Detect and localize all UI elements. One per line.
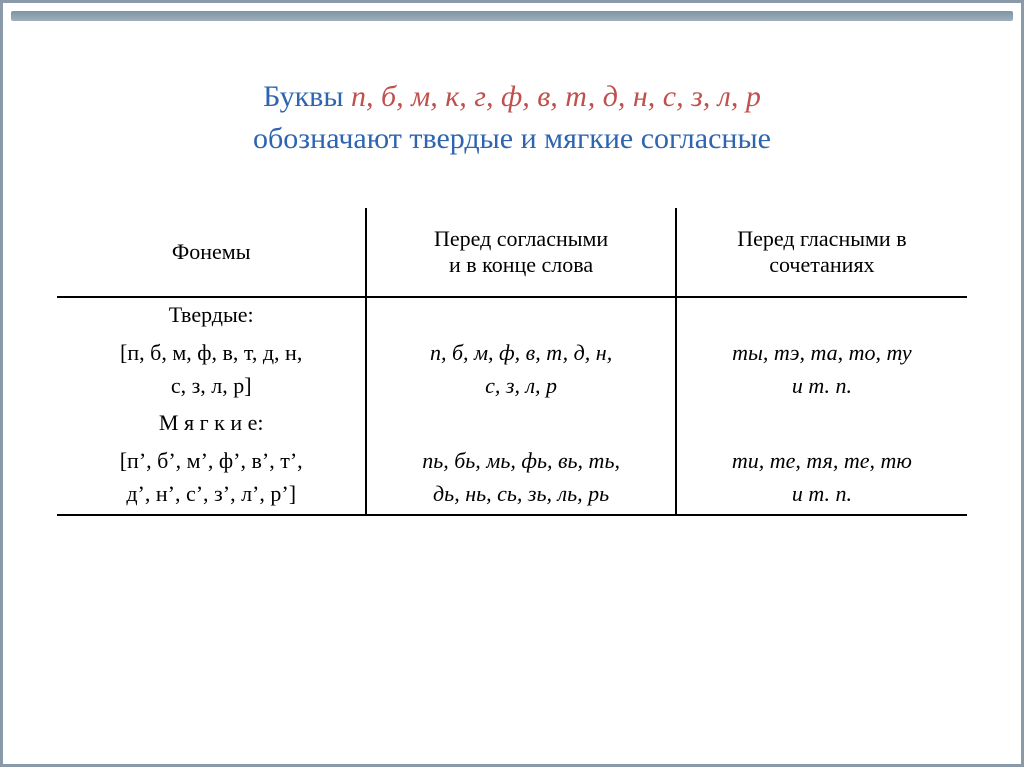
header-before-consonants: Перед согласными и в конце слова <box>366 208 675 297</box>
soft-phon-l1: [п’, б’, м’, ф’, в’, т’, <box>120 448 303 473</box>
soft-cons-l2: дь, нь, сь, зь, ль, рь <box>433 481 609 506</box>
title-line-1: Буквы п, б, м, к, г, ф, в, т, д, н, с, з… <box>3 76 1021 118</box>
hard-label-row: Твердые: <box>57 297 967 332</box>
hard-vow-l2: и т. п. <box>792 373 852 398</box>
hard-label: Твердые: <box>57 297 366 332</box>
phoneme-table: Фонемы Перед согласными и в конце слова … <box>57 208 967 516</box>
soft-consonant-context: пь, бь, мь, фь, вь, ть, дь, нь, сь, зь, … <box>366 440 675 515</box>
empty-cell <box>676 297 967 332</box>
soft-vow-l2: и т. п. <box>792 481 852 506</box>
hard-consonant-context: п, б, м, ф, в, т, д, н, с, з, л, р <box>366 332 675 406</box>
soft-phonemes: [п’, б’, м’, ф’, в’, т’, д’, н’, с’, з’,… <box>57 440 366 515</box>
soft-label-row: М я г к и е: <box>57 406 967 440</box>
empty-cell <box>366 406 675 440</box>
soft-cons-l1: пь, бь, мь, фь, вь, ть, <box>422 448 620 473</box>
empty-cell <box>676 406 967 440</box>
soft-label: М я г к и е: <box>57 406 366 440</box>
title-prefix: Буквы <box>263 80 351 113</box>
hard-cons-l1: п, б, м, ф, в, т, д, н, <box>430 340 612 365</box>
header-before-vowels: Перед гласными в сочетаниях <box>676 208 967 297</box>
hard-phonemes: [п, б, м, ф, в, т, д, н, с, з, л, р] <box>57 332 366 406</box>
hard-phon-l1: [п, б, м, ф, в, т, д, н, <box>120 340 302 365</box>
hard-phon-l2: с, з, л, р] <box>171 373 252 398</box>
header-phonemes: Фонемы <box>57 208 366 297</box>
soft-vow-l1: ти, те, тя, те, тю <box>732 448 912 473</box>
header-col2-line2: и в конце слова <box>449 252 593 277</box>
slide-frame: Буквы п, б, м, к, г, ф, в, т, д, н, с, з… <box>0 0 1024 767</box>
table-header-row: Фонемы Перед согласными и в конце слова … <box>57 208 967 297</box>
hard-vow-l1: ты, тэ, та, то, ту <box>732 340 912 365</box>
soft-vowel-context: ти, те, тя, те, тю и т. п. <box>676 440 967 515</box>
slide-title: Буквы п, б, м, к, г, ф, в, т, д, н, с, з… <box>3 76 1021 160</box>
top-accent-bar <box>11 11 1013 21</box>
header-col3-line2: сочетаниях <box>769 252 874 277</box>
title-line-2: обозначают твердые и мягкие согласные <box>3 118 1021 160</box>
title-letters: п, б, м, к, г, ф, в, т, д, н, с, з, л, р <box>351 80 761 113</box>
hard-cons-l2: с, з, л, р <box>485 373 557 398</box>
soft-data-row: [п’, б’, м’, ф’, в’, т’, д’, н’, с’, з’,… <box>57 440 967 515</box>
soft-phon-l2: д’, н’, с’, з’, л’, р’] <box>126 481 296 506</box>
table-container: Фонемы Перед согласными и в конце слова … <box>57 208 967 516</box>
hard-data-row: [п, б, м, ф, в, т, д, н, с, з, л, р] п, … <box>57 332 967 406</box>
header-col3-line1: Перед гласными в <box>737 226 906 251</box>
hard-vowel-context: ты, тэ, та, то, ту и т. п. <box>676 332 967 406</box>
empty-cell <box>366 297 675 332</box>
header-col2-line1: Перед согласными <box>434 226 608 251</box>
